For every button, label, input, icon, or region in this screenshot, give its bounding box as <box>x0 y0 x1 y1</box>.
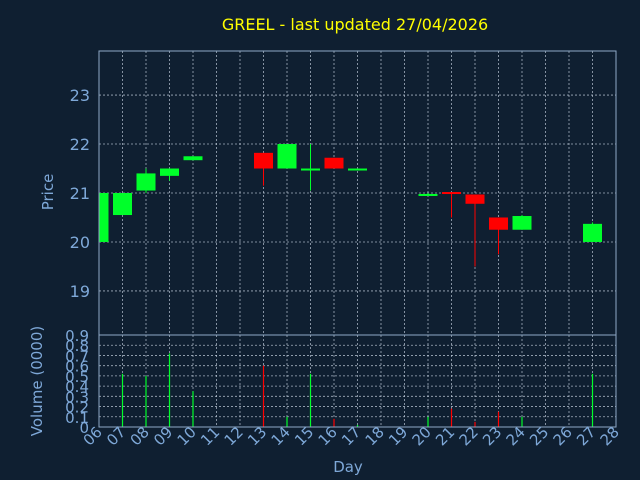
volume-y-ticks: 00.10.20.30.40.50.60.70.80.9 <box>65 327 89 437</box>
price-tick-label: 19 <box>70 282 90 301</box>
candle-body <box>512 216 532 230</box>
volume-panel: 00.10.20.30.40.50.60.70.80.9 Volume (000… <box>28 326 617 437</box>
price-axis-label: Price <box>39 174 57 211</box>
candle-body <box>160 168 179 176</box>
candle-body <box>442 192 461 195</box>
volume-tick-label: 0 <box>79 419 89 437</box>
volume-tick-label: 0.9 <box>65 327 89 345</box>
volume-tick-label: 0.7 <box>65 347 89 365</box>
candle-body <box>301 168 320 171</box>
price-tick-label: 21 <box>70 184 90 203</box>
volume-frame <box>98 334 617 428</box>
chart-title: GREEL - last updated 27/04/2026 <box>222 15 488 34</box>
candle-body <box>113 193 132 216</box>
candle-body <box>277 144 297 169</box>
candle-body <box>489 217 508 230</box>
volume-tick-label: 0.6 <box>65 358 89 376</box>
price-y-ticks: 19 20 21 22 23 <box>70 86 90 301</box>
candle-body <box>348 168 367 171</box>
candle-body <box>418 193 438 196</box>
price-tick-label: 20 <box>70 233 90 252</box>
price-tick-label: 23 <box>70 86 90 105</box>
candle-body <box>324 157 344 169</box>
x-axis-label: Day <box>333 458 363 476</box>
candlesticks <box>98 144 602 267</box>
volume-tick-label: 0.8 <box>65 337 89 355</box>
volume-bars <box>121 353 594 427</box>
volume-tick-label: 0.2 <box>65 399 89 417</box>
volume-tick-label: 0.5 <box>65 368 89 386</box>
volume-tick-label: 0.1 <box>65 409 89 427</box>
candle-body <box>183 156 203 161</box>
candle-body <box>136 173 156 191</box>
candle-body <box>583 223 602 242</box>
price-panel: 19 20 21 22 23 Price <box>39 50 617 336</box>
volume-tick-label: 0.4 <box>65 378 89 396</box>
volume-tick-label: 0.3 <box>65 388 89 406</box>
volume-grid <box>98 334 617 428</box>
candle-body <box>254 152 273 169</box>
x-axis-ticks: 0607080910111213141516171819202122232425… <box>80 423 623 449</box>
volume-axis-label: Volume (0000) <box>28 326 46 436</box>
price-grid <box>98 51 617 335</box>
price-tick-label: 22 <box>70 135 90 154</box>
candle-body <box>99 193 109 242</box>
candle-body <box>465 194 485 204</box>
